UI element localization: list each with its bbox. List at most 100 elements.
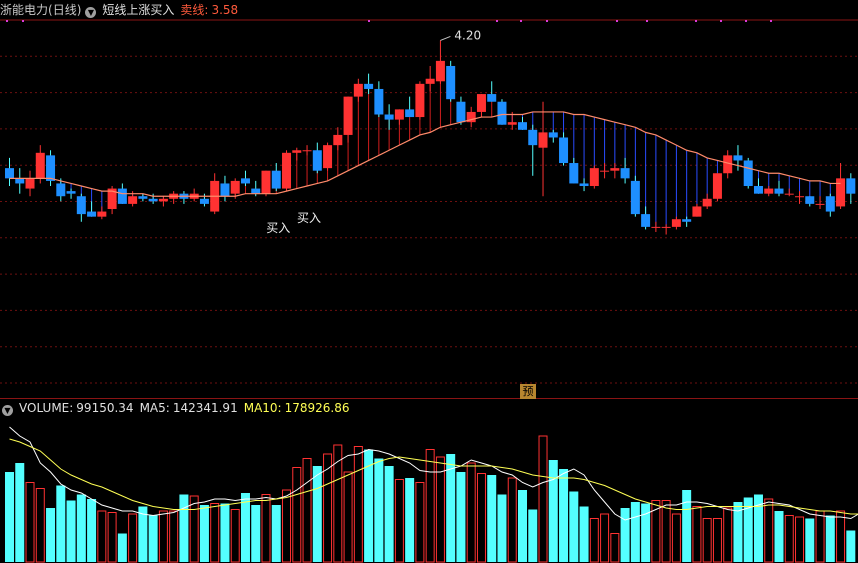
- signal-dot: [616, 20, 618, 22]
- candle: [107, 186, 117, 215]
- volume-bar: [210, 503, 220, 563]
- volume-bar: [641, 503, 651, 562]
- candle: [548, 129, 558, 143]
- candle: [692, 203, 702, 217]
- volume-readout: VOLUME: 99150.34: [19, 401, 134, 415]
- volume-bar: [487, 475, 497, 562]
- volume-bar: [661, 500, 671, 563]
- candle: [405, 96, 415, 118]
- stock-title: 浙能电力(日线): [0, 3, 83, 17]
- candle: [528, 124, 538, 176]
- volume-bar: [630, 502, 640, 562]
- ma5-line: [9, 426, 858, 521]
- high-label: 4.20: [454, 28, 481, 42]
- buy-signal-label: 买入: [266, 221, 290, 235]
- candle: [620, 157, 630, 184]
- candle: [651, 221, 661, 232]
- volume-bar: [394, 479, 404, 563]
- forecast-badge[interactable]: 预: [520, 384, 536, 399]
- candle: [271, 163, 281, 192]
- candle: [364, 73, 374, 95]
- candle: [846, 173, 856, 204]
- period-label: (日线): [48, 3, 82, 17]
- volume-bar: [353, 446, 363, 563]
- volume-bar: [559, 469, 569, 562]
- volume-header: ▼ VOLUME: 99150.34 MA5: 142341.91 MA10: 178926…: [0, 398, 356, 418]
- volume-bar: [56, 485, 66, 562]
- candle: [569, 157, 579, 184]
- ma-polyline: [9, 111, 841, 197]
- candle: [323, 142, 333, 171]
- buy-signal-label: 买入: [297, 211, 321, 225]
- candle: [682, 216, 692, 227]
- volume-bar: [333, 444, 343, 563]
- sell-line: 卖线: 3.58: [180, 3, 238, 17]
- volume-bar: [846, 530, 856, 562]
- candle: [240, 170, 250, 187]
- ma5-readout: MA5: 142341.91: [140, 401, 238, 415]
- volume-bar: [456, 472, 466, 562]
- candle: [415, 81, 425, 120]
- volume-bar: [230, 509, 240, 563]
- candle: [435, 40, 445, 84]
- volume-bar: [302, 458, 312, 563]
- volume-bar: [836, 510, 846, 563]
- signal-dot: [496, 20, 498, 22]
- candle: [384, 104, 394, 130]
- candle: [589, 165, 599, 189]
- indicator-dropdown-icon[interactable]: ▼: [85, 7, 97, 18]
- candle: [743, 157, 753, 189]
- candle: [66, 188, 76, 199]
- candle: [784, 188, 794, 197]
- volume-bar: [671, 513, 681, 563]
- candle: [774, 180, 784, 197]
- indicator-name: 短线上涨买入: [102, 3, 175, 17]
- volume-bar: [723, 507, 733, 563]
- volume-dropdown-icon[interactable]: ▼: [2, 405, 13, 416]
- candle: [189, 188, 199, 202]
- candle: [466, 106, 476, 128]
- volume-bar: [702, 518, 712, 563]
- signal-dot: [695, 20, 697, 22]
- candle: [302, 145, 312, 156]
- volume-bar: [600, 513, 610, 563]
- candle: [97, 206, 107, 220]
- volume-bar: [743, 497, 753, 562]
- high-pointer: [440, 35, 451, 41]
- candle: [671, 216, 681, 230]
- volume-bar: [87, 499, 97, 562]
- candle: [600, 163, 610, 179]
- candle: [795, 191, 805, 204]
- candle: [210, 173, 220, 215]
- stock-name: 浙能电力: [0, 3, 49, 17]
- candle: [220, 175, 230, 202]
- volume-bar: [66, 500, 76, 562]
- candle: [764, 186, 774, 197]
- volume-bar: [528, 509, 538, 562]
- volume-bar: [497, 494, 507, 562]
- volume-bar: [446, 454, 456, 562]
- candle: [425, 65, 435, 92]
- volume-bar: [117, 533, 127, 562]
- volume-bar: [733, 502, 743, 562]
- volume-bar: [107, 512, 117, 563]
- ma-line: [9, 111, 841, 197]
- candle: [199, 193, 209, 207]
- volume-bar: [199, 505, 209, 562]
- candle: [353, 78, 363, 102]
- volume-bar: [220, 503, 230, 562]
- volume-bar: [682, 490, 692, 562]
- candle: [702, 193, 712, 209]
- ma5-value: 142341.91: [172, 401, 238, 415]
- ma10-value: 178926.86: [284, 401, 350, 415]
- sell-label: 卖线:: [180, 3, 209, 17]
- candle: [374, 81, 384, 118]
- candle: [261, 170, 271, 197]
- candle: [292, 147, 302, 161]
- volume-bar: [189, 495, 199, 563]
- volume-bar: [805, 518, 815, 562]
- volume-bar: [589, 518, 599, 563]
- volume-bar: [179, 494, 189, 562]
